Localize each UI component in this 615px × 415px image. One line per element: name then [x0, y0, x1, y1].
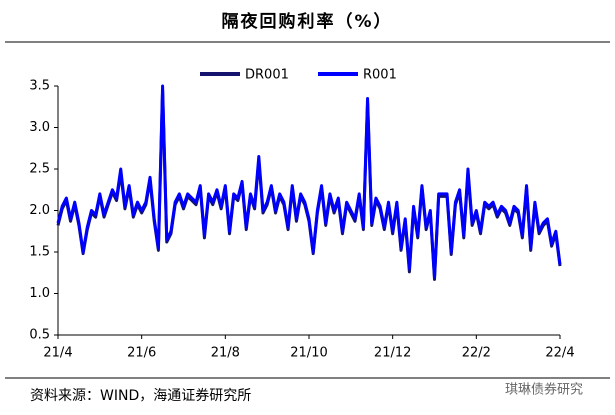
y-tick-label: 1.0 [29, 286, 50, 301]
series-line [56, 84, 562, 279]
chart-title: 隔夜回购利率（%） [221, 11, 392, 32]
watermark: 琪琳债券研究 [505, 382, 583, 398]
source: 资料来源：WIND，海通证券研究所 [30, 388, 251, 404]
legend-label: DR001 [245, 68, 289, 83]
x-tick-label: 21/12 [374, 346, 411, 361]
legend-label: R001 [363, 68, 397, 83]
x-tick-label: 21/4 [43, 346, 72, 361]
series-line [56, 88, 562, 281]
y-tick-label: 3.0 [29, 120, 50, 135]
y-tick-label: 2.0 [29, 203, 50, 218]
y-tick-label: 2.5 [29, 162, 50, 177]
x-tick-label: 21/6 [127, 346, 156, 361]
x-tick-label: 21/10 [290, 346, 327, 361]
y-tick-label: 3.5 [29, 79, 50, 94]
y-tick-label: 1.5 [29, 245, 50, 260]
x-tick-label: 22/4 [545, 346, 574, 361]
x-tick-label: 22/2 [462, 346, 491, 361]
y-tick-label: 0.5 [29, 328, 50, 343]
x-tick-label: 21/8 [211, 346, 240, 361]
